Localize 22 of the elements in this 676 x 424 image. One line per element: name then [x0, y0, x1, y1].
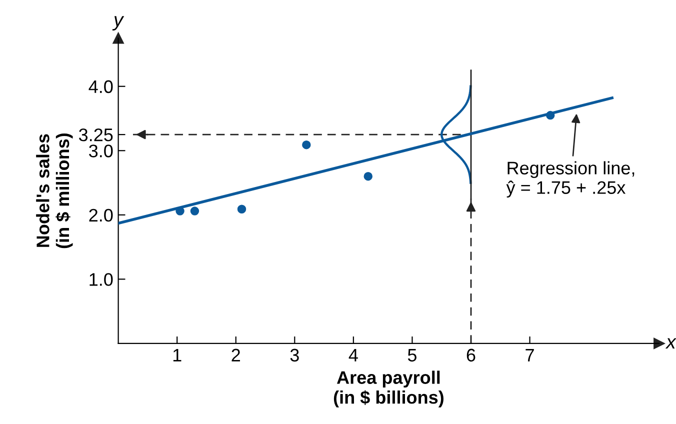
y-axis-title: Nodel's sales (in $ millions) [36, 134, 73, 248]
y-tick-label: 4.0 [88, 80, 113, 94]
y-tick-label: 3.0 [89, 144, 113, 158]
text: y [112, 16, 124, 30]
x-tick-label: 2 [232, 348, 240, 362]
point [302, 140, 311, 150]
y-tick-label: 1.0 [90, 273, 113, 286]
text: x [665, 338, 676, 348]
x-tick-label: 4 [348, 348, 358, 362]
y-tick-label: 3.25 [78, 128, 113, 142]
x-tick-label: 7 [526, 348, 534, 362]
point [190, 206, 200, 216]
point [546, 110, 555, 120]
x-tick-label: 1 [173, 348, 182, 362]
point [364, 172, 372, 181]
y-tick-label: 2.0 [89, 208, 113, 222]
x-tick-label: 3 [290, 348, 299, 362]
point [237, 204, 246, 214]
annotation: Regression line, ŷ = 1.75 + .25x [506, 161, 634, 198]
x-tick-label: 6 [466, 348, 476, 362]
x-tick-label: 5 [408, 348, 416, 362]
x-axis-title: Area payroll (in $ billions) [334, 370, 444, 408]
